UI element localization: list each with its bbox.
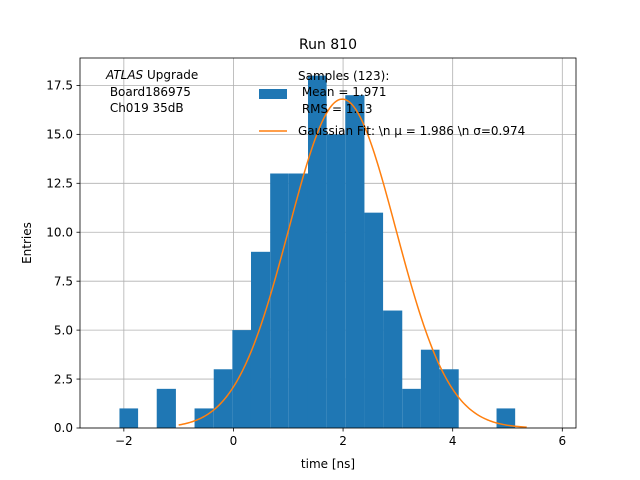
histogram-bar	[439, 369, 459, 428]
histogram-bar	[364, 212, 384, 428]
histogram-bar	[288, 173, 308, 428]
x-tick-label: 0	[230, 434, 238, 448]
x-tick-label: 2	[339, 434, 347, 448]
atlas-label: ATLAS Upgrade	[105, 68, 198, 82]
histogram-bar	[307, 75, 327, 428]
y-tick-label: 17.5	[46, 79, 73, 93]
atlas-annotation: ATLAS Upgrade Board186975 Ch019 35dB	[105, 68, 198, 115]
y-axis-ticks: 0.0 2.5 5.0 7.5 10.0 12.5 15.0 17.5	[46, 79, 80, 435]
axes-frame	[79, 57, 577, 429]
y-tick-label: 10.0	[46, 225, 73, 239]
histogram-bar	[213, 369, 233, 428]
atlas-italic: ATLAS	[105, 68, 144, 82]
legend-fit-label: Gaussian Fit: \n μ = 1.986 \n σ=0.974	[298, 124, 525, 138]
histogram-bar	[420, 349, 440, 428]
legend-histogram-swatch	[259, 89, 287, 99]
gaussian-fit-curve	[178, 98, 527, 428]
histogram-bar	[402, 388, 421, 428]
y-tick-label: 7.5	[54, 274, 73, 288]
x-axis-label: time [ns]	[301, 457, 355, 471]
histogram-bars	[119, 75, 516, 428]
histogram-bar	[383, 310, 403, 428]
y-axis-label: Entries	[20, 222, 34, 264]
annotation-channel: Ch019 35dB	[106, 101, 184, 115]
y-tick-label: 2.5	[54, 372, 73, 386]
y-tick-label: 15.0	[46, 128, 73, 142]
chart-title: Run 810	[299, 37, 357, 53]
y-tick-label: 5.0	[54, 323, 73, 337]
legend-samples-label: Samples (123):	[298, 69, 389, 83]
legend-rms-label: RMS = 1.13	[298, 102, 373, 116]
x-axis-ticks: −2 0 2 4 6	[115, 428, 566, 448]
histogram-bar	[496, 408, 516, 428]
histogram-bar	[326, 134, 346, 428]
x-tick-label: −2	[115, 434, 133, 448]
histogram-bar	[232, 330, 251, 428]
histogram-bar	[156, 388, 176, 428]
legend: Samples (123): Mean = 1.971 RMS = 1.13 G…	[259, 69, 525, 138]
histogram-bar	[345, 95, 365, 428]
histogram-bar	[250, 251, 271, 428]
histogram-bar	[119, 408, 139, 428]
x-tick-label: 6	[558, 434, 566, 448]
y-tick-label: 0.0	[54, 421, 73, 435]
y-tick-label: 12.5	[46, 176, 73, 190]
legend-mean-label: Mean = 1.971	[298, 85, 387, 99]
annotation-board: Board186975	[106, 85, 191, 99]
histogram-bar	[270, 173, 289, 428]
x-tick-label: 4	[449, 434, 457, 448]
atlas-upgrade: Upgrade	[143, 68, 198, 82]
